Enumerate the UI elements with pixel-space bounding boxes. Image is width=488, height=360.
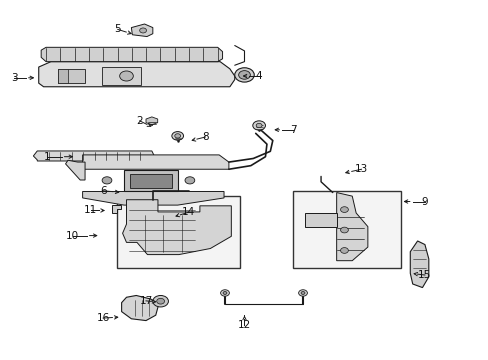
Polygon shape xyxy=(131,24,153,37)
Circle shape xyxy=(157,298,164,304)
Polygon shape xyxy=(39,62,234,87)
Text: 14: 14 xyxy=(182,207,195,217)
Polygon shape xyxy=(82,192,224,205)
Circle shape xyxy=(174,134,180,138)
Bar xyxy=(102,67,141,85)
Polygon shape xyxy=(33,151,154,161)
Circle shape xyxy=(120,71,133,81)
Text: 3: 3 xyxy=(11,73,18,83)
Bar xyxy=(293,191,400,268)
Circle shape xyxy=(184,177,194,184)
Text: 17: 17 xyxy=(139,296,152,306)
Polygon shape xyxy=(336,193,367,261)
Text: 15: 15 xyxy=(417,270,430,280)
Polygon shape xyxy=(409,241,428,288)
Text: 2: 2 xyxy=(136,116,142,126)
Text: 9: 9 xyxy=(421,197,427,207)
Circle shape xyxy=(256,123,262,128)
Polygon shape xyxy=(122,200,231,255)
Circle shape xyxy=(234,68,254,82)
Circle shape xyxy=(140,28,146,33)
Circle shape xyxy=(153,296,168,307)
Text: 5: 5 xyxy=(114,24,121,35)
Text: 4: 4 xyxy=(255,71,262,81)
Polygon shape xyxy=(305,213,336,226)
Circle shape xyxy=(102,177,112,184)
Bar xyxy=(58,69,85,83)
Circle shape xyxy=(301,292,305,294)
Circle shape xyxy=(340,207,347,212)
Text: 11: 11 xyxy=(84,206,97,216)
Circle shape xyxy=(171,132,183,140)
Polygon shape xyxy=(82,155,228,169)
Polygon shape xyxy=(41,47,222,62)
Bar xyxy=(58,69,68,83)
Circle shape xyxy=(340,248,347,253)
Polygon shape xyxy=(112,205,121,213)
Polygon shape xyxy=(146,117,158,125)
Text: 13: 13 xyxy=(354,164,367,174)
Circle shape xyxy=(223,292,226,294)
Circle shape xyxy=(298,290,307,296)
Circle shape xyxy=(220,290,229,296)
Polygon shape xyxy=(65,160,85,180)
Text: 1: 1 xyxy=(43,152,50,162)
Text: 16: 16 xyxy=(96,313,109,323)
Bar xyxy=(124,170,177,192)
Circle shape xyxy=(252,121,265,130)
Text: 8: 8 xyxy=(202,132,208,142)
Bar xyxy=(130,174,171,188)
Text: 6: 6 xyxy=(100,186,106,196)
Bar xyxy=(117,196,239,268)
Text: 12: 12 xyxy=(237,320,251,330)
Text: 10: 10 xyxy=(66,231,79,240)
Text: 7: 7 xyxy=(289,125,296,135)
Circle shape xyxy=(340,227,347,233)
Polygon shape xyxy=(122,296,158,320)
Circle shape xyxy=(238,71,250,79)
